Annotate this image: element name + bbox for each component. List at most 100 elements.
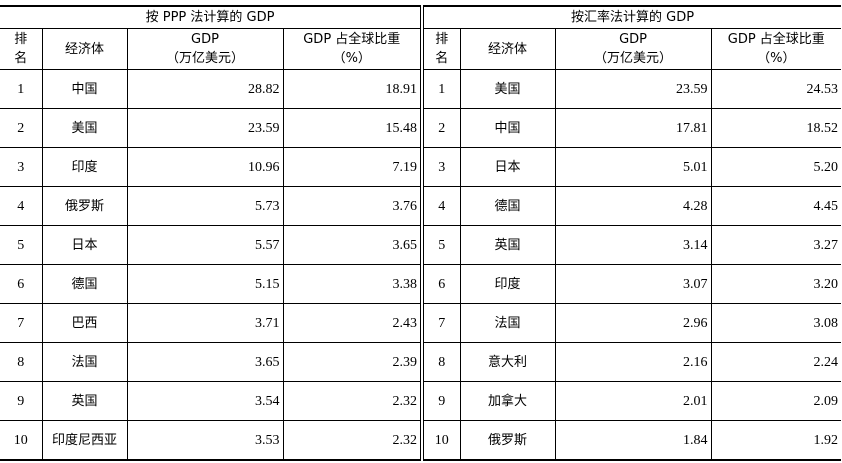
fx-gdp-cell: 2.16 [554, 342, 712, 382]
ppp-share-cell: 2.43 [282, 303, 425, 343]
ppp-gdp-cell: 28.82 [126, 69, 284, 109]
fx-share-cell: 3.27 [710, 225, 842, 265]
fx-rank-cell: 5 [421, 225, 461, 265]
fx-gdp-cell: 17.81 [554, 108, 712, 148]
fx-gdp-cell: 23.59 [554, 69, 712, 109]
share-header: GDP 占全球比重 （%） [710, 28, 842, 70]
fx-rank-cell: 8 [421, 342, 461, 382]
ppp-economy-cell: 德国 [41, 264, 128, 304]
fx-economy-cell: 俄罗斯 [459, 420, 556, 461]
ppp-rank-cell: 2 [0, 108, 43, 148]
fx-rank-cell: 10 [421, 420, 461, 461]
table-row: 4 俄罗斯 5.73 3.76 4 德国 4.28 4.45 [0, 186, 842, 226]
ppp-economy-cell: 美国 [41, 108, 128, 148]
economy-header: 经济体 [41, 28, 128, 70]
fx-group-title: 按汇率法计算的 GDP [421, 5, 842, 29]
fx-rank-cell: 7 [421, 303, 461, 343]
fx-share-cell: 1.92 [710, 420, 842, 461]
fx-rank-cell: 6 [421, 264, 461, 304]
ppp-rank-cell: 6 [0, 264, 43, 304]
fx-share-cell: 2.09 [710, 381, 842, 421]
gdp-header: GDP （万亿美元） [126, 28, 284, 70]
ppp-rank-cell: 10 [0, 420, 43, 461]
ppp-share-cell: 7.19 [282, 147, 425, 187]
ppp-economy-cell: 印度尼西亚 [41, 420, 128, 461]
fx-gdp-cell: 3.07 [554, 264, 712, 304]
ppp-group-title: 按 PPP 法计算的 GDP [0, 5, 425, 29]
ppp-economy-cell: 日本 [41, 225, 128, 265]
ppp-gdp-cell: 3.53 [126, 420, 284, 461]
ppp-share-cell: 15.48 [282, 108, 425, 148]
ppp-rank-cell: 4 [0, 186, 43, 226]
ppp-share-cell: 3.76 [282, 186, 425, 226]
fx-share-cell: 18.52 [710, 108, 842, 148]
ppp-rank-cell: 8 [0, 342, 43, 382]
table-row: 8 法国 3.65 2.39 8 意大利 2.16 2.24 [0, 342, 842, 382]
fx-economy-cell: 印度 [459, 264, 556, 304]
group-header-row: 按 PPP 法计算的 GDP 按汇率法计算的 GDP [0, 5, 842, 29]
fx-gdp-cell: 2.01 [554, 381, 712, 421]
fx-gdp-cell: 5.01 [554, 147, 712, 187]
fx-economy-cell: 意大利 [459, 342, 556, 382]
fx-economy-cell: 中国 [459, 108, 556, 148]
ppp-gdp-cell: 5.73 [126, 186, 284, 226]
ppp-share-cell: 2.39 [282, 342, 425, 382]
gdp-header: GDP （万亿美元） [554, 28, 712, 70]
economy-header: 经济体 [459, 28, 556, 70]
table-row: 5 日本 5.57 3.65 5 英国 3.14 3.27 [0, 225, 842, 265]
ppp-rank-cell: 3 [0, 147, 43, 187]
table-row: 2 美国 23.59 15.48 2 中国 17.81 18.52 [0, 108, 842, 148]
fx-rank-cell: 3 [421, 147, 461, 187]
fx-share-cell: 3.08 [710, 303, 842, 343]
fx-gdp-cell: 3.14 [554, 225, 712, 265]
ppp-rank-cell: 9 [0, 381, 43, 421]
fx-rank-cell: 1 [421, 69, 461, 109]
ppp-share-cell: 2.32 [282, 381, 425, 421]
fx-rank-cell: 4 [421, 186, 461, 226]
ppp-gdp-cell: 3.54 [126, 381, 284, 421]
table-row: 6 德国 5.15 3.38 6 印度 3.07 3.20 [0, 264, 842, 304]
ppp-economy-cell: 俄罗斯 [41, 186, 128, 226]
ppp-gdp-cell: 5.57 [126, 225, 284, 265]
gdp-ranking-table: 按 PPP 法计算的 GDP 按汇率法计算的 GDP 排名 经济体 GDP （万亿… [0, 5, 842, 461]
fx-gdp-cell: 4.28 [554, 186, 712, 226]
fx-share-cell: 2.24 [710, 342, 842, 382]
ppp-economy-cell: 巴西 [41, 303, 128, 343]
ppp-rank-cell: 1 [0, 69, 43, 109]
fx-rank-cell: 9 [421, 381, 461, 421]
column-header-row: 排名 经济体 GDP （万亿美元） GDP 占全球比重 （%） 排名 经济体 GDP… [0, 28, 842, 70]
table-row: 7 巴西 3.71 2.43 7 法国 2.96 3.08 [0, 303, 842, 343]
ppp-gdp-cell: 5.15 [126, 264, 284, 304]
fx-share-cell: 5.20 [710, 147, 842, 187]
fx-economy-cell: 加拿大 [459, 381, 556, 421]
ppp-economy-cell: 法国 [41, 342, 128, 382]
ppp-economy-cell: 中国 [41, 69, 128, 109]
rank-header: 排名 [421, 28, 461, 70]
fx-rank-cell: 2 [421, 108, 461, 148]
ppp-share-cell: 2.32 [282, 420, 425, 461]
fx-economy-cell: 法国 [459, 303, 556, 343]
ppp-share-cell: 3.65 [282, 225, 425, 265]
ppp-gdp-cell: 10.96 [126, 147, 284, 187]
ppp-gdp-cell: 23.59 [126, 108, 284, 148]
fx-share-cell: 3.20 [710, 264, 842, 304]
ppp-share-cell: 3.38 [282, 264, 425, 304]
fx-economy-cell: 日本 [459, 147, 556, 187]
table-row: 10 印度尼西亚 3.53 2.32 10 俄罗斯 1.84 1.92 [0, 420, 842, 461]
fx-economy-cell: 德国 [459, 186, 556, 226]
ppp-gdp-cell: 3.71 [126, 303, 284, 343]
fx-economy-cell: 美国 [459, 69, 556, 109]
table-row: 9 英国 3.54 2.32 9 加拿大 2.01 2.09 [0, 381, 842, 421]
ppp-gdp-cell: 3.65 [126, 342, 284, 382]
fx-gdp-cell: 1.84 [554, 420, 712, 461]
fx-share-cell: 4.45 [710, 186, 842, 226]
table-row: 3 印度 10.96 7.19 3 日本 5.01 5.20 [0, 147, 842, 187]
ppp-share-cell: 18.91 [282, 69, 425, 109]
fx-gdp-cell: 2.96 [554, 303, 712, 343]
ppp-economy-cell: 印度 [41, 147, 128, 187]
ppp-economy-cell: 英国 [41, 381, 128, 421]
share-header: GDP 占全球比重 （%） [282, 28, 425, 70]
ppp-rank-cell: 5 [0, 225, 43, 265]
rank-header: 排名 [0, 28, 43, 70]
ppp-rank-cell: 7 [0, 303, 43, 343]
